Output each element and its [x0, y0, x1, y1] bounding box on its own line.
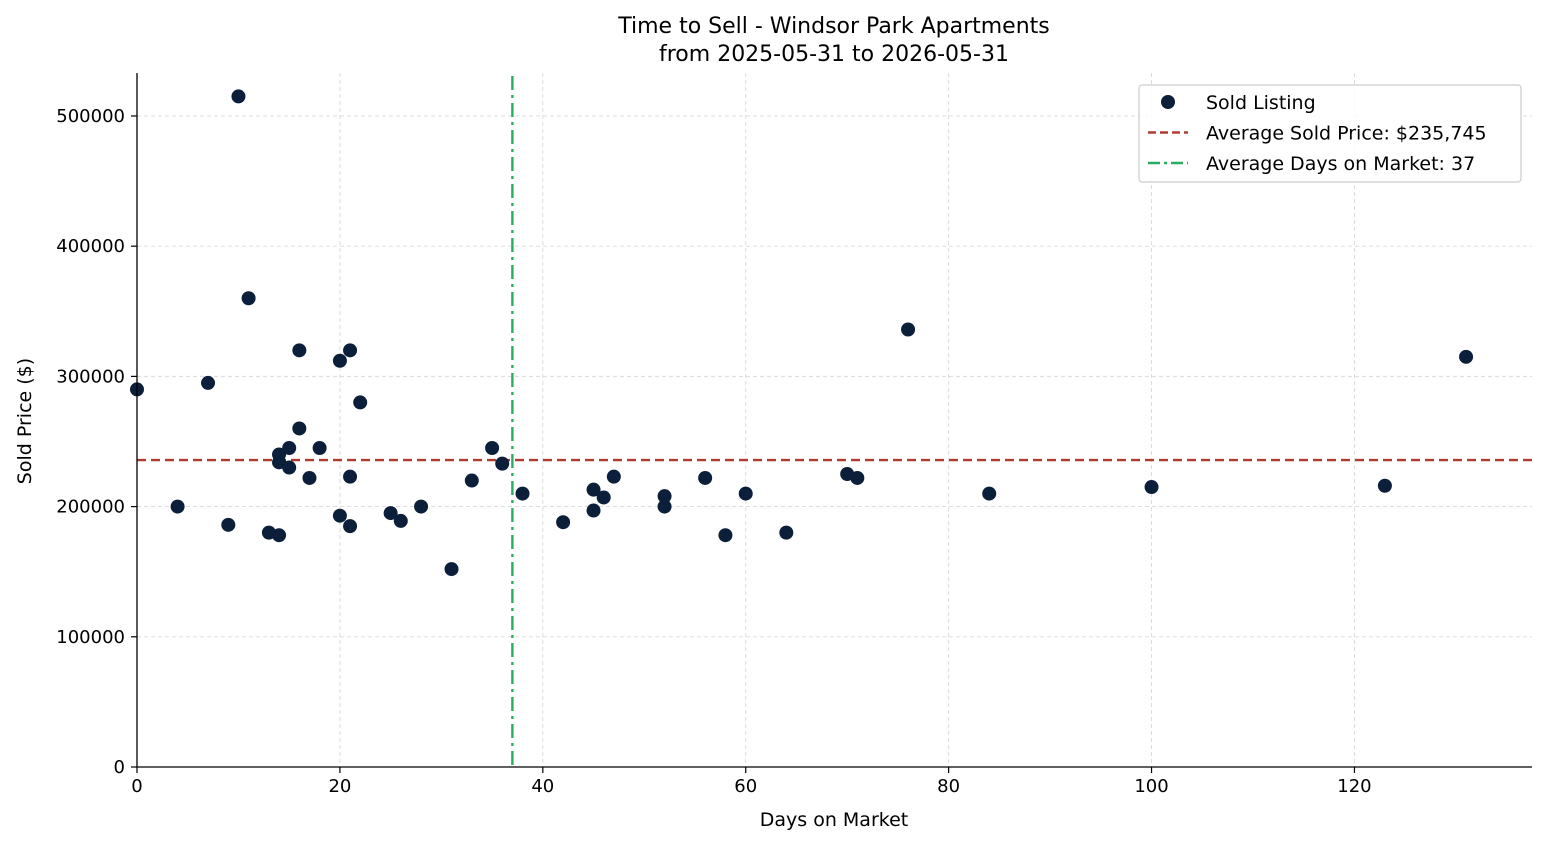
- sold-listing-point: [282, 440, 297, 455]
- sold-listing-point: [718, 528, 733, 543]
- legend: Sold Listing Average Sold Price: $235,745…: [1138, 84, 1522, 183]
- data-points: [130, 89, 1474, 577]
- sold-listing-point: [302, 470, 317, 485]
- y-tick-label: 400000: [56, 236, 125, 257]
- x-tick-label: 40: [531, 776, 554, 797]
- sold-listing-point: [393, 513, 408, 528]
- sold-listing-point: [312, 440, 327, 455]
- sold-listing-point: [586, 503, 601, 518]
- sold-listing-point: [698, 470, 713, 485]
- sold-listing-point: [332, 353, 347, 368]
- sold-listing-point: [272, 528, 287, 543]
- sold-listing-point: [343, 343, 358, 358]
- sold-listing-point: [901, 322, 916, 337]
- sold-listing-point: [292, 421, 307, 436]
- sold-listing-point: [1459, 349, 1474, 364]
- sold-listing-point: [241, 291, 256, 306]
- sold-listing-point: [850, 470, 865, 485]
- sold-listing-point: [1144, 480, 1159, 495]
- sold-listing-point: [444, 562, 459, 577]
- x-tick-label: 100: [1134, 776, 1168, 797]
- sold-listing-point: [292, 343, 307, 358]
- x-tick-label: 60: [734, 776, 757, 797]
- sold-listing-point: [383, 506, 398, 521]
- sold-listing-point: [495, 456, 510, 471]
- x-tick-label: 120: [1337, 776, 1371, 797]
- sold-listing-point: [464, 473, 479, 488]
- sold-listing-point: [282, 460, 297, 475]
- legend-label: Average Days on Market: 37: [1206, 153, 1475, 175]
- y-tick-label: 100000: [56, 627, 125, 648]
- sold-listing-point: [332, 508, 347, 523]
- sold-listing-point: [201, 375, 216, 390]
- x-axis-label: Days on Market: [760, 809, 908, 831]
- sold-listing-point: [231, 89, 246, 104]
- x-tick-label: 80: [937, 776, 960, 797]
- y-tick-label: 0: [114, 757, 125, 778]
- sold-listing-point: [221, 517, 236, 532]
- y-tick-label: 300000: [56, 366, 125, 387]
- sold-listing-point: [596, 490, 611, 505]
- sold-listing-point: [343, 519, 358, 534]
- chart-subtitle: from 2025-05-31 to 2026-05-31: [659, 42, 1009, 67]
- x-tick-label: 20: [328, 776, 351, 797]
- legend-marker: [1161, 95, 1175, 109]
- sold-listing-point: [353, 395, 368, 410]
- y-tick-label: 500000: [56, 106, 125, 127]
- legend-label: Average Sold Price: $235,745: [1206, 123, 1487, 145]
- sold-listing-point: [343, 469, 358, 484]
- y-tick-label: 200000: [56, 497, 125, 518]
- sold-listing-point: [738, 486, 753, 501]
- sold-listing-point: [515, 486, 530, 501]
- legend-box: [1138, 84, 1522, 183]
- axes: [136, 73, 1532, 768]
- sold-listing-point: [657, 499, 672, 514]
- sold-listing-point: [556, 515, 571, 530]
- ticks: 0 20 40 60 80 100 120 0 100000 200000 300000 400000…: [56, 106, 1371, 797]
- x-tick-label: 0: [131, 776, 142, 797]
- sold-listing-point: [485, 440, 500, 455]
- sold-listing-point: [1377, 478, 1392, 493]
- y-axis-label: Sold Price ($): [14, 358, 36, 484]
- sold-listing-point: [779, 525, 794, 540]
- sold-listing-point: [170, 499, 185, 514]
- chart-title: Time to Sell - Windsor Park Apartments: [617, 14, 1050, 39]
- sold-listing-point: [586, 482, 601, 497]
- reference-lines: [137, 76, 1532, 767]
- legend-label: Sold Listing: [1206, 92, 1316, 114]
- sold-listing-point: [606, 469, 621, 484]
- sold-listing-point: [657, 489, 672, 504]
- sold-listing-point: [982, 486, 997, 501]
- sold-listing-point: [414, 499, 429, 514]
